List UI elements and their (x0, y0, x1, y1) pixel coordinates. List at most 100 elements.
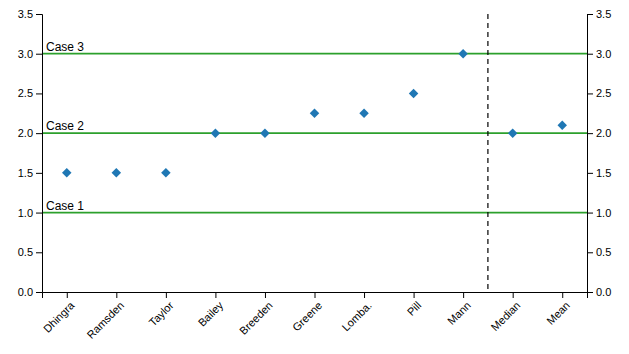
tick-mark (166, 292, 167, 298)
tick: Mann (445, 292, 473, 327)
chart: Case 1Case 2Case 30.00.51.01.52.02.53.03… (0, 0, 629, 354)
tick-mark (513, 292, 514, 298)
divider-line (487, 14, 488, 292)
tick-label: 0.0 (596, 286, 611, 298)
tick-mark (36, 213, 42, 214)
tick-label: 1.0 (18, 207, 33, 219)
point (310, 109, 319, 118)
tick: 3.5 (587, 8, 611, 20)
tick-mark (67, 292, 68, 298)
tick-label: 0.5 (596, 246, 611, 258)
tick-mark (265, 292, 266, 298)
point (260, 128, 269, 137)
case-label: Case 2 (46, 119, 84, 133)
tick-mark (36, 292, 42, 293)
tick-mark (36, 14, 42, 15)
case-line (42, 212, 587, 214)
tick: 0.5 (587, 246, 611, 258)
case-labels: Case 1Case 2Case 3 (46, 40, 84, 213)
tick: 1.0 (587, 207, 611, 219)
tick-mark (36, 54, 42, 55)
tick: Dhingra (41, 292, 77, 335)
tick-label: 1.0 (596, 207, 611, 219)
tick: 0.0 (587, 286, 611, 298)
tick-mark (215, 292, 216, 298)
tick-label: Bailey (196, 299, 226, 329)
tick-label: 3.0 (18, 48, 33, 60)
plot-root: Case 1Case 2Case 30.00.51.01.52.02.53.03… (18, 8, 612, 341)
tick-label: Dhingra (41, 298, 77, 334)
case-line (42, 132, 587, 134)
tick: Taylor (146, 292, 175, 328)
tick-label: Ramsden (84, 299, 126, 341)
tick-label: 0.5 (18, 246, 33, 258)
tick-label: Taylor (146, 299, 175, 328)
tick-mark (36, 252, 42, 253)
tick: 2.5 (587, 87, 611, 99)
tick-mark (36, 93, 42, 94)
tick-label: 3.5 (18, 8, 33, 20)
tick: 2.0 (18, 127, 42, 139)
tick-label: Greene (290, 299, 324, 333)
tick: Ramsden (84, 292, 126, 341)
point (211, 128, 220, 137)
tick: 3.5 (18, 8, 42, 20)
tick: 2.0 (587, 127, 611, 139)
tick-label: 2.0 (596, 127, 611, 139)
tick: Greene (290, 292, 324, 334)
tick: Mean (544, 292, 572, 327)
x-axis: DhingraRamsden Taylor Bailey Breeden Greene L… (41, 292, 588, 341)
tick-label: Mann (445, 299, 473, 327)
tick-mark (587, 173, 593, 174)
point (112, 168, 121, 177)
tick-label: Breeden (237, 299, 275, 337)
tick-label: 1.5 (18, 167, 33, 179)
tick-label: 3.0 (596, 48, 611, 60)
tick-label: 1.5 (596, 167, 611, 179)
tick-mark (587, 14, 593, 15)
point (508, 128, 517, 137)
tick-label: Median (489, 299, 523, 333)
tick-mark (587, 133, 593, 134)
tick: 3.0 (587, 48, 611, 60)
axis-line (43, 293, 588, 299)
tick-mark (463, 292, 464, 298)
axis-line (588, 15, 594, 293)
y-axis: 0.0 0.5 1.0 1.5 2.0 2.5 3.0 3.5 (18, 8, 43, 298)
tick: Bailey (196, 292, 226, 329)
tick-mark (36, 133, 42, 134)
tick-label: Lomba. (339, 299, 373, 333)
tick-label: Mean (544, 299, 572, 327)
tick: 2.5 (18, 87, 42, 99)
tick: Median (489, 292, 523, 333)
point (458, 49, 467, 58)
point (557, 120, 566, 129)
tick-label: 2.0 (18, 127, 33, 139)
tick-mark (364, 292, 365, 298)
tick: Breeden (237, 292, 275, 337)
tick: 3.0 (18, 48, 42, 60)
tick-mark (562, 292, 563, 298)
tick-mark (116, 292, 117, 298)
point (359, 109, 368, 118)
plot-area (42, 14, 587, 292)
tick: Pill (405, 292, 424, 318)
tick: 1.0 (18, 207, 42, 219)
y2-axis: 0.0 0.5 1.0 1.5 2.0 2.5 3.0 3.5 (587, 8, 611, 298)
point (62, 168, 71, 177)
tick-mark (587, 213, 593, 214)
tick-mark (587, 54, 593, 55)
tick-label: 2.5 (18, 87, 33, 99)
tick-mark (587, 93, 593, 94)
case-label: Case 1 (46, 199, 84, 213)
tick: Lomba. (339, 292, 373, 334)
tick-mark (36, 173, 42, 174)
tick-label: 0.0 (18, 286, 33, 298)
case-line (42, 53, 587, 55)
tick: 0.5 (18, 246, 42, 258)
tick-label: 2.5 (596, 87, 611, 99)
point (409, 89, 418, 98)
tick-mark (587, 252, 593, 253)
tick: 1.5 (587, 167, 611, 179)
tick-label: Pill (405, 299, 424, 318)
